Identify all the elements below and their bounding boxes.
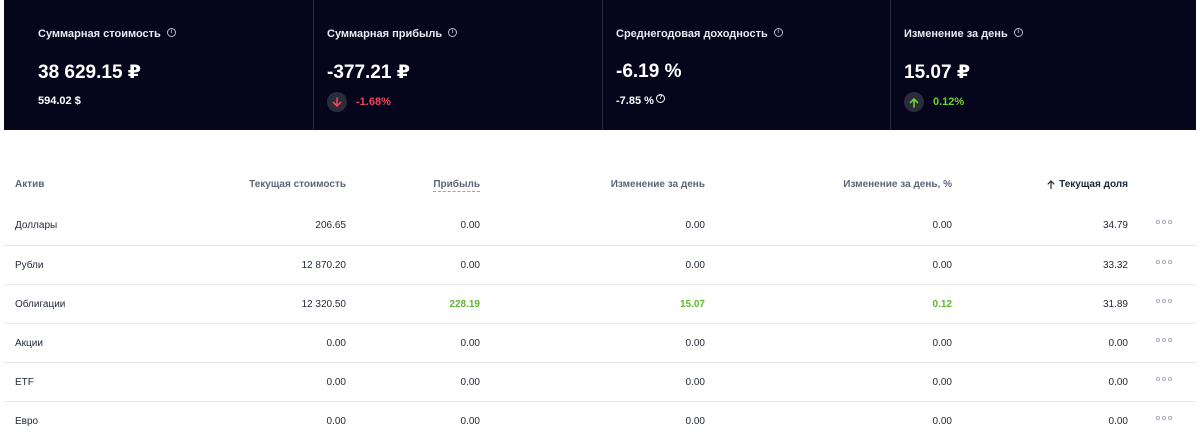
card-value: 15.07 ₽ [904,62,971,83]
info-icon[interactable]: i [166,27,176,37]
cell-profit: 0.00 [460,377,480,388]
more-dots-icon[interactable] [1156,416,1172,420]
header-profit[interactable]: Прибыль [433,179,480,192]
cell-current-share: 0.00 [1108,416,1128,427]
card-value: -6.19 % [616,61,682,82]
table-row[interactable]: Акции 0.00 0.00 0.00 0.00 0.00 [4,323,1196,362]
cell-asset: Акции [15,338,43,349]
info-icon[interactable]: i [1013,27,1023,37]
table-row[interactable]: Евро 0.00 0.00 0.00 0.00 0.00 [4,401,1196,440]
cell-current-value: 0.00 [326,377,346,388]
info-icon[interactable]: i [773,27,783,37]
card-title: Суммарная стоимость i [38,27,176,40]
profit-delta-text: -1.68% [356,96,391,108]
header-day-change-pct[interactable]: Изменение за день, % [843,179,952,190]
cell-day-change-pct: 0.00 [932,260,952,271]
card-title-text: Суммарная стоимость [38,28,161,40]
more-dots-icon[interactable] [1156,220,1172,224]
more-dots-icon[interactable] [1156,299,1172,303]
table-row[interactable]: Облигации 12 320.50 228.19 15.07 0.12 31.89 [4,284,1196,323]
cell-asset: ETF [15,377,34,388]
cell-day-change-pct: 0.00 [932,220,952,231]
cell-day-change: 15.07 [679,299,705,310]
table-row[interactable]: ETF 0.00 0.00 0.00 0.00 0.00 [4,362,1196,401]
cell-current-share: 33.32 [1102,260,1128,271]
card-sub-value: 594.02 $ [38,95,81,107]
header-asset[interactable]: Актив [15,179,45,190]
day-change-delta-text: 0.12% [933,96,965,108]
cell-profit: 0.00 [460,260,480,271]
assets-table: Актив Текущая стоимость Прибыль Изменени… [4,161,1196,440]
sort-arrow-up-icon [1047,180,1055,189]
more-dots-icon[interactable] [1156,338,1172,342]
cell-current-share: 34.79 [1102,220,1128,231]
cell-profit: 0.00 [460,338,480,349]
cell-current-value: 0.00 [326,416,346,427]
card-title-text: Изменение за день [904,28,1008,40]
cell-day-change: 0.00 [685,377,705,388]
cell-current-value: 0.00 [326,338,346,349]
question-icon[interactable]: ? [655,93,665,103]
card-annual-yield: Среднегодовая доходность i -6.19 % -7.85… [603,0,891,130]
table-body: Доллары 206.65 0.00 0.00 0.00 34.79 Рубли 12 87… [4,206,1196,440]
cell-asset: Рубли [15,260,44,271]
cell-current-value: 12 320.50 [301,299,347,310]
table-row[interactable]: Рубли 12 870.20 0.00 0.00 0.00 33.32 [4,245,1196,284]
cell-day-change: 0.00 [685,260,705,271]
table-row[interactable]: Доллары 206.65 0.00 0.00 0.00 34.79 [4,206,1196,245]
profit-delta: -1.68% [327,92,391,112]
cell-profit: 0.00 [460,416,480,427]
cell-day-change: 0.00 [685,220,705,231]
cell-asset: Облигации [15,299,66,310]
cell-current-share: 0.00 [1108,338,1128,349]
card-title: Среднегодовая доходность i [616,27,783,40]
cell-profit: 0.00 [460,220,480,231]
card-title-text: Суммарная прибыль [327,28,443,40]
cell-day-change: 0.00 [685,338,705,349]
more-dots-icon[interactable] [1156,260,1172,264]
cell-day-change-pct: 0.12 [932,299,952,310]
info-icon[interactable]: i [448,27,458,37]
card-total-profit: Суммарная прибыль i -377.21 ₽ -1.68% [314,0,603,130]
card-value: -377.21 ₽ [327,62,410,83]
cell-profit: 228.19 [449,299,480,310]
card-title: Изменение за день i [904,27,1023,40]
card-value: 38 629.15 ₽ [38,62,142,83]
cell-day-change: 0.00 [685,416,705,427]
cell-current-share: 0.00 [1108,377,1128,388]
arrow-down-icon [327,92,347,112]
cell-current-value: 206.65 [315,220,346,231]
cell-day-change-pct: 0.00 [932,377,952,388]
card-sub-text: 594.02 $ [38,95,81,107]
header-current-share[interactable]: Текущая доля [1047,179,1128,190]
summary-panel: Суммарная стоимость i 38 629.15 ₽ 594.02… [4,0,1196,130]
header-current-value[interactable]: Текущая стоимость [249,179,346,190]
cell-day-change-pct: 0.00 [932,416,952,427]
cell-current-share: 31.89 [1102,299,1128,310]
card-sub-text: -7.85 % [616,95,654,107]
header-day-change[interactable]: Изменение за день [610,179,705,190]
table-header: Актив Текущая стоимость Прибыль Изменени… [4,161,1196,206]
cell-asset: Доллары [15,220,58,231]
arrow-up-icon [904,92,924,112]
cell-asset: Евро [15,416,39,427]
day-change-delta: 0.12% [904,92,964,112]
cell-day-change-pct: 0.00 [932,338,952,349]
card-sub-value: -7.85 % ? [616,93,665,107]
more-dots-icon[interactable] [1156,377,1172,381]
cell-current-value: 12 870.20 [301,260,347,271]
card-title: Суммарная прибыль i [327,27,458,40]
header-current-share-text: Текущая доля [1059,179,1128,190]
card-day-change: Изменение за день i 15.07 ₽ 0.12% [891,0,1196,130]
card-total-value: Суммарная стоимость i 38 629.15 ₽ 594.02… [4,0,314,130]
card-title-text: Среднегодовая доходность [616,28,768,40]
